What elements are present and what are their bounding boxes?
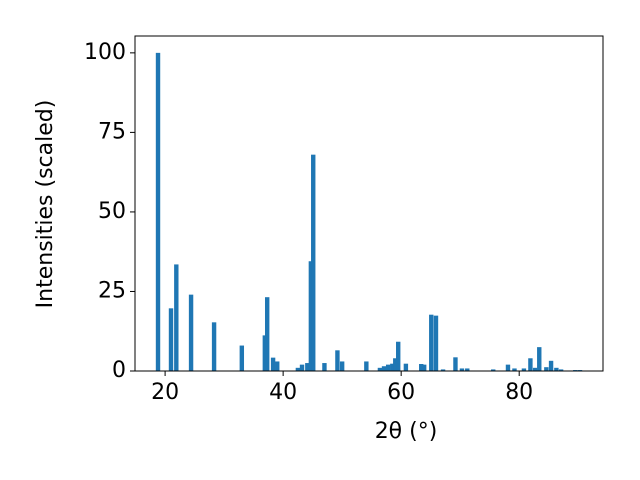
y-tick-label: 75 bbox=[98, 119, 126, 144]
bar bbox=[433, 315, 439, 371]
bar bbox=[322, 363, 327, 371]
bar bbox=[528, 358, 533, 371]
bar bbox=[168, 308, 174, 371]
bar bbox=[465, 368, 470, 371]
plot-frame bbox=[134, 35, 604, 372]
x-axis-label: 2θ (°) bbox=[375, 419, 438, 444]
y-tick-label: 25 bbox=[98, 278, 126, 303]
bar bbox=[275, 361, 280, 371]
bar bbox=[396, 341, 401, 371]
bar bbox=[419, 364, 424, 371]
bar bbox=[512, 368, 517, 371]
bar bbox=[429, 314, 434, 371]
bar bbox=[335, 350, 340, 371]
bar bbox=[440, 369, 446, 371]
x-tick-label: 80 bbox=[505, 380, 533, 405]
bar bbox=[544, 367, 549, 371]
bar bbox=[393, 358, 398, 371]
bar bbox=[155, 52, 161, 371]
bar bbox=[239, 345, 245, 371]
bar bbox=[385, 364, 391, 371]
bar bbox=[364, 361, 369, 371]
bar bbox=[554, 367, 559, 371]
bar bbox=[264, 297, 270, 371]
bar bbox=[299, 364, 305, 371]
bar bbox=[491, 369, 496, 371]
bar bbox=[459, 368, 465, 371]
bar bbox=[421, 364, 427, 371]
y-axis-label: Intensities (scaled) bbox=[33, 100, 58, 309]
bar bbox=[505, 364, 511, 371]
bar bbox=[453, 357, 458, 371]
bar bbox=[211, 322, 217, 371]
bar bbox=[308, 261, 314, 371]
bar bbox=[558, 369, 564, 371]
bar bbox=[174, 264, 179, 371]
bar bbox=[311, 154, 316, 371]
y-tick-label: 0 bbox=[112, 358, 126, 383]
bar bbox=[537, 347, 542, 371]
x-tick-label: 60 bbox=[387, 380, 415, 405]
bar bbox=[521, 368, 527, 371]
bar bbox=[262, 335, 268, 371]
bar bbox=[295, 367, 301, 371]
bar bbox=[188, 294, 194, 371]
y-tick-label: 100 bbox=[84, 40, 126, 65]
bar bbox=[270, 357, 276, 371]
bar bbox=[305, 363, 310, 371]
bar bbox=[377, 367, 383, 371]
bar bbox=[381, 366, 387, 371]
x-tick-label: 20 bbox=[151, 380, 179, 405]
x-tick-label: 40 bbox=[269, 380, 297, 405]
y-tick-label: 50 bbox=[98, 199, 126, 224]
bar bbox=[548, 360, 554, 371]
bar bbox=[339, 361, 345, 371]
bar bbox=[532, 367, 538, 371]
bar bbox=[390, 363, 395, 371]
bar bbox=[403, 363, 409, 371]
